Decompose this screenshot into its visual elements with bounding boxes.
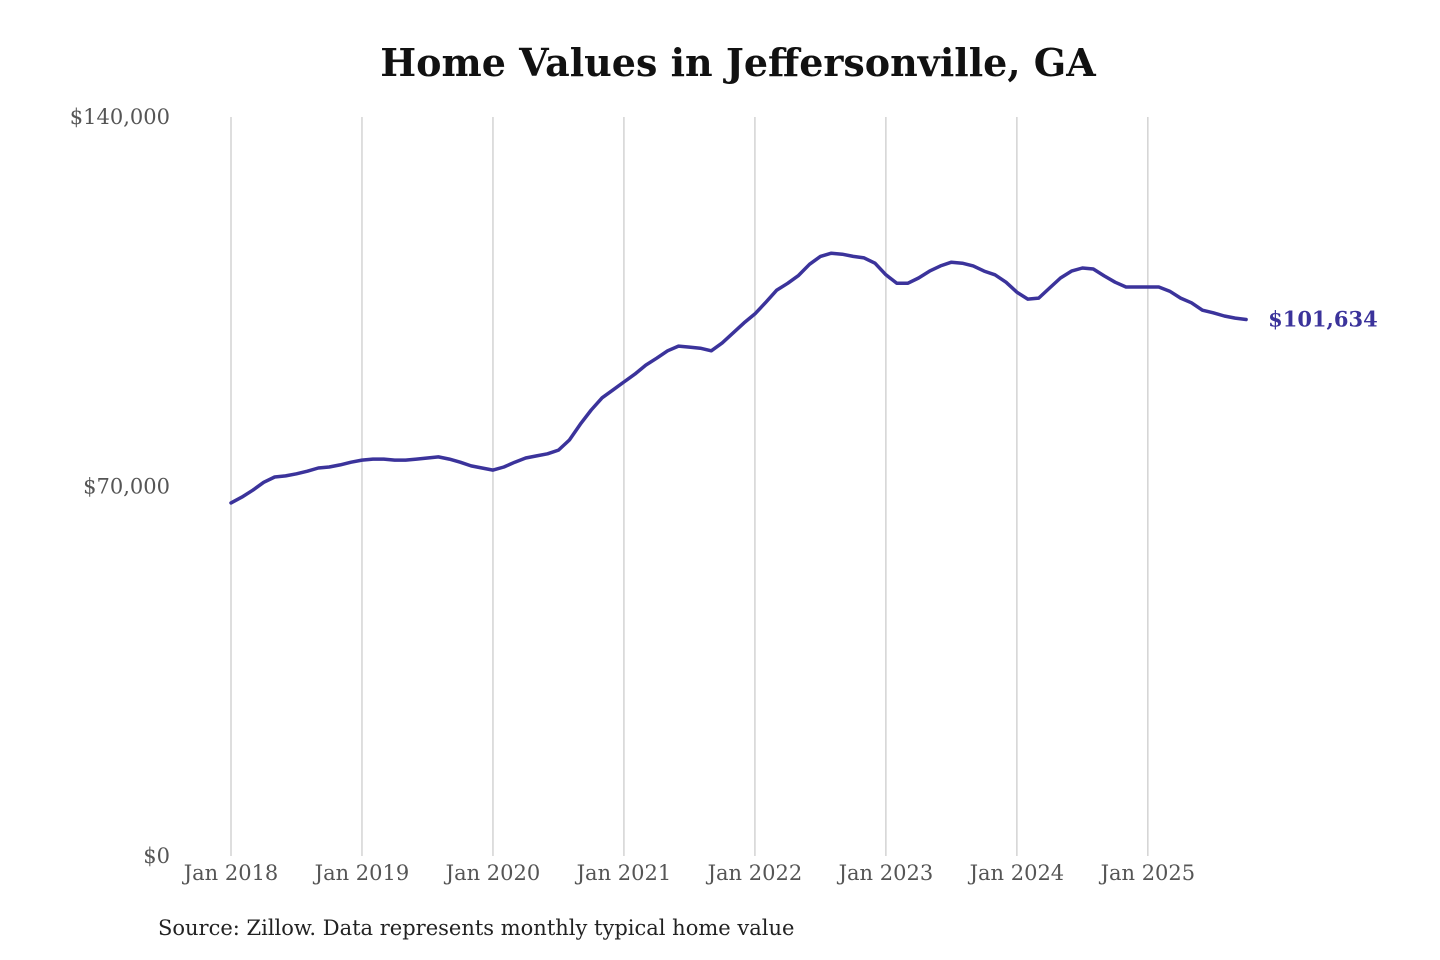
x-tick-label: Jan 2024 <box>968 861 1065 885</box>
source-note: Source: Zillow. Data represents monthly … <box>158 916 795 940</box>
end-value-label: $101,634 <box>1268 307 1378 332</box>
x-tick-label: Jan 2022 <box>706 861 803 885</box>
x-tick-label: Jan 2020 <box>444 861 541 885</box>
x-tick-label: Jan 2023 <box>837 861 934 885</box>
y-tick-label: $140,000 <box>70 105 170 129</box>
y-tick-label: $0 <box>143 844 170 868</box>
x-tick-label: Jan 2025 <box>1099 861 1196 885</box>
y-tick-label: $70,000 <box>83 475 170 499</box>
x-tick-label: Jan 2018 <box>182 861 279 885</box>
chart-title: Home Values in Jeffersonville, GA <box>380 40 1096 85</box>
x-tick-label: Jan 2019 <box>313 861 410 885</box>
x-tick-label: Jan 2021 <box>575 861 672 885</box>
series-line <box>229 251 1248 505</box>
